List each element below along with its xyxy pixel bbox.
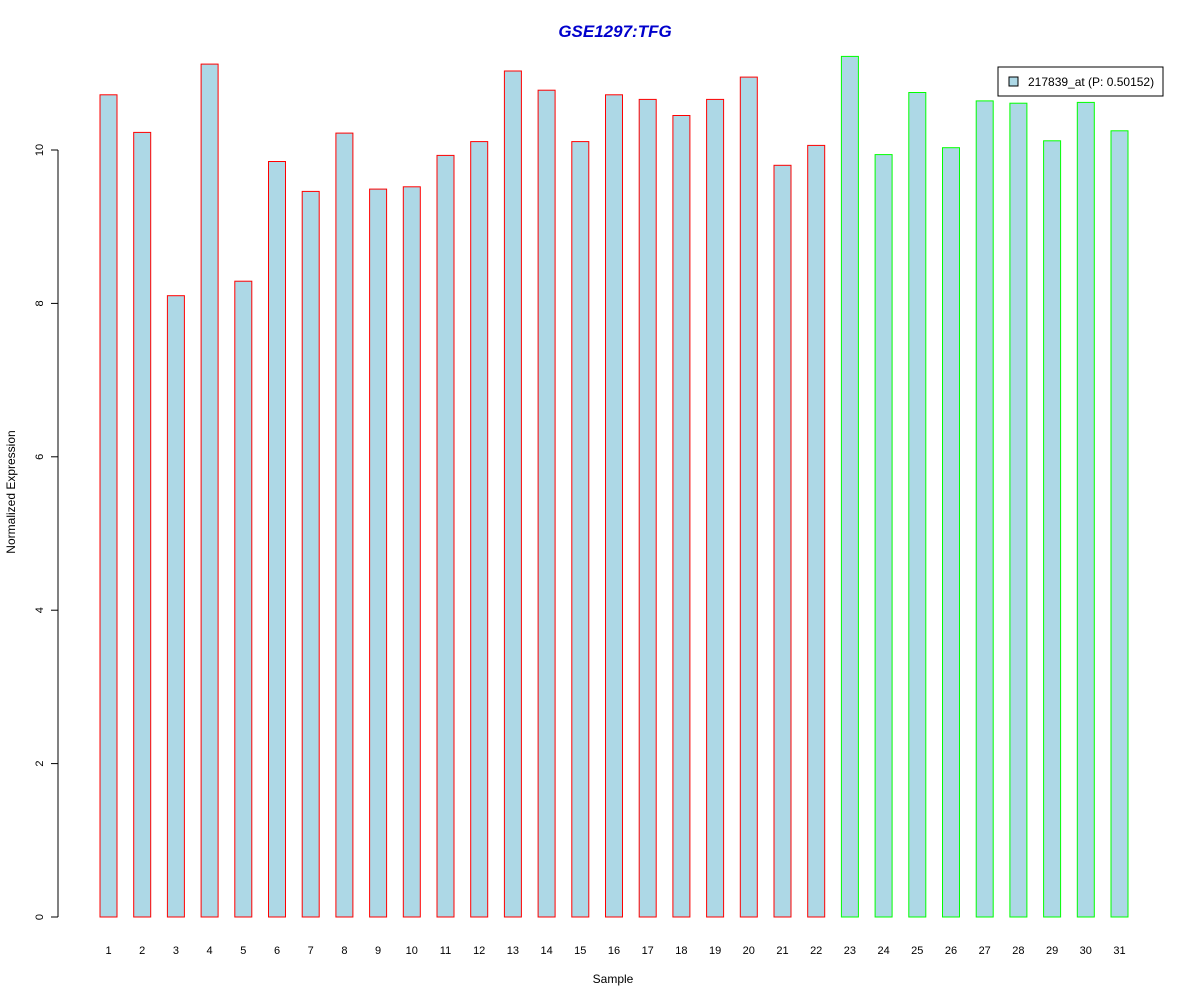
x-tick-label: 5 <box>240 945 246 957</box>
bar-sample-4 <box>200 63 219 918</box>
x-tick-label: 9 <box>375 945 381 957</box>
x-tick-label: 6 <box>274 945 280 957</box>
bar-sample-10 <box>402 186 421 918</box>
chart-title: GSE1297:TFG <box>558 22 671 41</box>
bar-sample-14 <box>537 89 556 918</box>
x-tick-label: 11 <box>440 945 451 957</box>
y-tick-label: 0 <box>34 914 46 920</box>
x-tick-labels: 1 2 3 4 5 6 7 8 9 10 11 12 13 14 15 16 17 18 19 20 21 22 23 24 2… <box>105 945 1125 957</box>
bar-sample-8 <box>335 132 354 918</box>
bar-sample-21 <box>773 164 792 918</box>
x-tick-label: 14 <box>540 945 552 957</box>
bar-sample-3 <box>166 295 185 918</box>
x-tick-label: 30 <box>1080 945 1092 957</box>
x-tick-label: 13 <box>507 945 519 957</box>
bar-sample-2 <box>133 131 152 918</box>
bar-sample-27 <box>975 100 994 918</box>
x-tick-label: 20 <box>743 945 755 957</box>
y-tick-label: 6 <box>34 454 46 460</box>
bar-sample-16 <box>605 94 623 918</box>
x-tick-label: 7 <box>308 945 314 957</box>
y-tick-label: 2 <box>34 761 46 767</box>
x-tick-label: 24 <box>877 945 889 957</box>
bar-sample-5 <box>234 280 253 918</box>
bar-sample-11 <box>436 154 455 918</box>
x-axis-label: Sample <box>593 972 634 986</box>
y-tick-label: 8 <box>34 300 46 306</box>
x-tick-label: 23 <box>844 945 856 957</box>
x-tick-label: 16 <box>608 945 620 957</box>
x-tick-label: 17 <box>642 945 654 957</box>
x-tick-label: 25 <box>911 945 923 957</box>
legend: 217839_at (P: 0.50152) <box>997 66 1164 97</box>
x-tick-label: 21 <box>776 945 788 957</box>
bar-sample-18 <box>672 115 691 918</box>
bar-sample-12 <box>470 141 489 918</box>
legend-box <box>997 66 1164 97</box>
bar-sample-24 <box>874 154 893 918</box>
bar-sample-26 <box>942 147 960 918</box>
x-tick-label: 4 <box>207 945 213 957</box>
x-tick-label: 27 <box>979 945 991 957</box>
bar-sample-15 <box>571 141 590 918</box>
bar-sample-1 <box>99 94 118 918</box>
x-tick-label: 19 <box>709 945 721 957</box>
x-tick-label: 22 <box>810 945 822 957</box>
bar-sample-25 <box>908 92 927 918</box>
legend-swatch <box>1008 76 1019 87</box>
bar-sample-6 <box>268 161 286 918</box>
bar-sample-22 <box>807 144 826 918</box>
x-tick-label: 3 <box>173 945 179 957</box>
x-tick-label: 10 <box>406 945 418 957</box>
bar-sample-17 <box>638 98 657 918</box>
x-tick-label: 31 <box>1113 945 1125 957</box>
x-tick-label: 28 <box>1012 945 1024 957</box>
bar-sample-9 <box>369 188 388 918</box>
x-tick-label: 1 <box>105 945 111 957</box>
x-tick-label: 8 <box>341 945 347 957</box>
x-tick-label: 15 <box>574 945 586 957</box>
x-tick-label: 26 <box>945 945 957 957</box>
x-tick-label: 18 <box>675 945 687 957</box>
y-tick-label: 10 <box>34 144 46 156</box>
y-axis-label: Normalized Expression <box>4 430 18 553</box>
bar-sample-30 <box>1076 101 1095 918</box>
y-axis: 0 2 4 6 8 10 <box>34 144 59 920</box>
bar-sample-19 <box>706 98 725 918</box>
bar-sample-13 <box>503 70 522 918</box>
bar-sample-20 <box>739 76 758 918</box>
bar-sample-23 <box>840 55 859 918</box>
bar-sample-29 <box>1043 140 1062 918</box>
y-tick-label: 4 <box>34 607 46 613</box>
x-tick-label: 12 <box>473 945 485 957</box>
x-tick-label: 29 <box>1046 945 1058 957</box>
x-tick-label: 2 <box>139 945 145 957</box>
bar-sample-31 <box>1110 130 1129 918</box>
bar-sample-7 <box>301 190 320 918</box>
bars-group <box>99 55 1129 918</box>
bar-sample-28 <box>1009 102 1028 918</box>
legend-entry-label: 217839_at (P: 0.50152) <box>1028 75 1154 89</box>
